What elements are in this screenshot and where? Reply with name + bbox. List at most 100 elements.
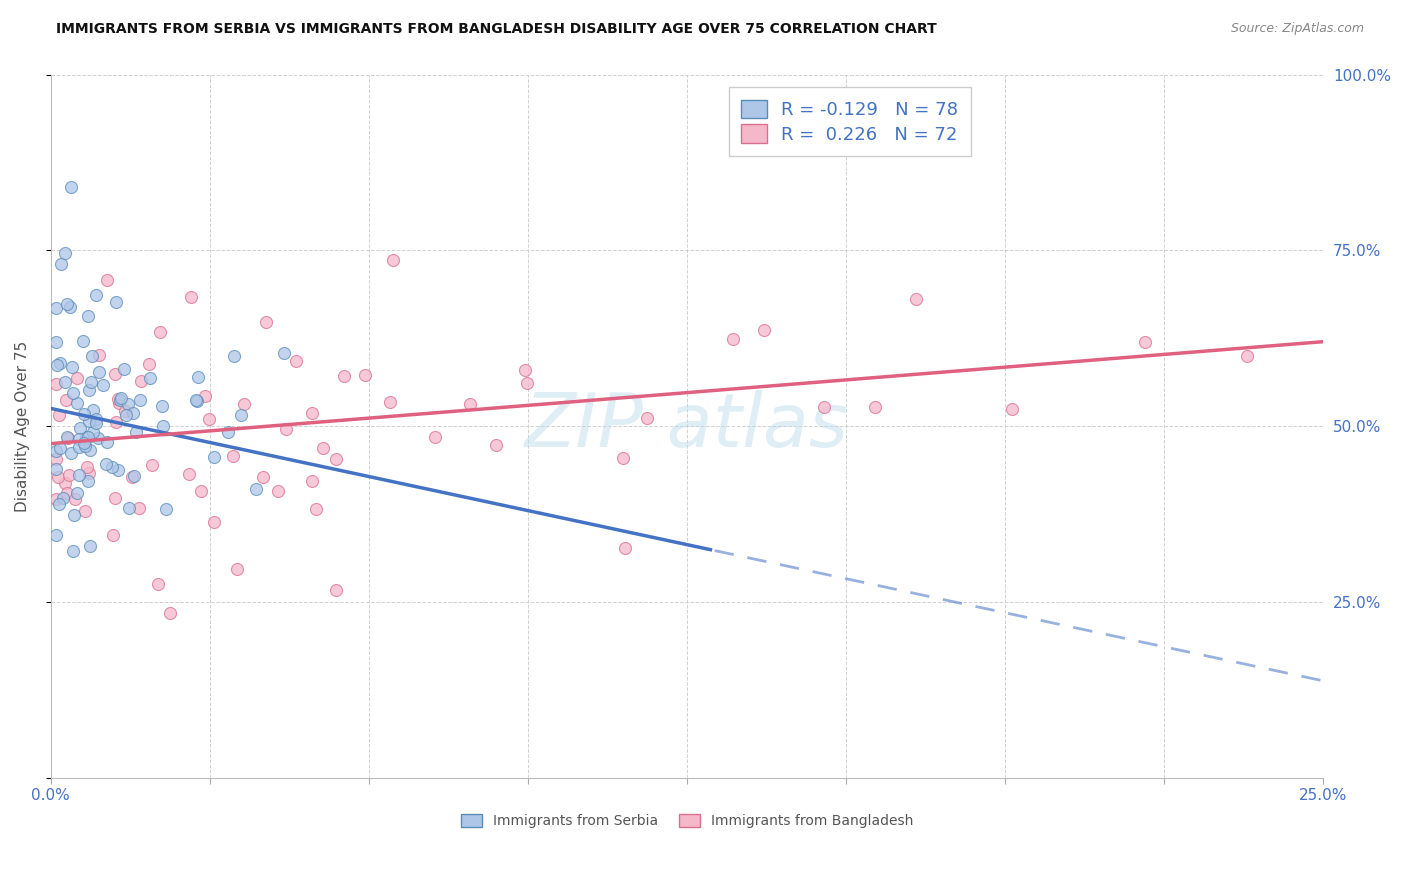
Point [84,417,107,431]
Point [1236,349,1258,363]
Point [636,411,658,425]
Point [112,362,135,376]
Point [76,309,98,323]
Point [59,300,82,314]
Point [186,394,208,409]
Point [863,401,886,415]
Point [301,475,323,489]
Y-axis label: Disability Age Over 75: Disability Age Over 75 [15,341,30,512]
Point [49,441,72,455]
Point [190,483,212,498]
Point [87,432,110,446]
Point [45,301,67,316]
Point [202,515,225,529]
Point [49,257,72,271]
Point [56,297,79,311]
Point [60,359,83,374]
Point [104,491,127,505]
Point [89,365,111,379]
Point [115,409,138,423]
Point [91,378,114,392]
Point [45,444,67,458]
Point [194,389,217,403]
Point [94,457,117,471]
Point [80,376,103,390]
Text: Source: ZipAtlas.com: Source: ZipAtlas.com [1230,22,1364,36]
Point [84,288,107,302]
Point [58,468,80,483]
Point [121,469,143,483]
Point [146,577,169,591]
Point [1001,401,1024,416]
Point [423,430,446,444]
Point [56,485,79,500]
Point [45,491,67,506]
Point [312,441,335,455]
Point [122,406,145,420]
Point [45,452,67,467]
Point [52,491,75,505]
Point [149,325,172,339]
Point [226,562,249,576]
Point [114,403,136,417]
Point [152,419,174,434]
Point [79,539,101,553]
Point [73,407,96,421]
Point [67,440,90,454]
Point [513,362,536,376]
Point [60,180,83,194]
Point [101,528,124,542]
Point [813,401,835,415]
Point [222,449,245,463]
Point [179,467,201,481]
Point [82,403,104,417]
Point [198,412,221,426]
Point [222,350,245,364]
Point [63,492,86,507]
Point [187,370,209,384]
Point [128,501,150,516]
Point [45,334,67,349]
Point [62,386,84,401]
Point [378,395,401,409]
Point [721,333,744,347]
Point [67,432,90,446]
Point [184,392,207,407]
Point [56,431,79,445]
Point [284,354,307,368]
Point [96,273,118,287]
Point [458,397,481,411]
Point [72,334,94,348]
Point [104,368,127,382]
Point [110,391,132,405]
Point [105,294,128,309]
Point [180,290,202,304]
Point [614,541,637,555]
Point [1133,334,1156,349]
Point [232,397,254,411]
Point [89,348,111,362]
Point [59,446,82,460]
Point [73,439,96,453]
Point [56,430,79,444]
Point [79,414,101,428]
Point [80,349,103,363]
Point [76,475,98,489]
Point [66,371,89,385]
Point [141,458,163,472]
Point [301,406,323,420]
Point [77,430,100,444]
Point [217,425,239,439]
Point [516,376,538,390]
Point [129,393,152,408]
Point [48,356,70,370]
Point [76,460,98,475]
Point [229,408,252,422]
Point [129,374,152,388]
Point [65,485,87,500]
Point [72,436,94,450]
Point [77,466,100,480]
Point [45,358,67,372]
Point [325,582,347,597]
Point [325,452,347,467]
